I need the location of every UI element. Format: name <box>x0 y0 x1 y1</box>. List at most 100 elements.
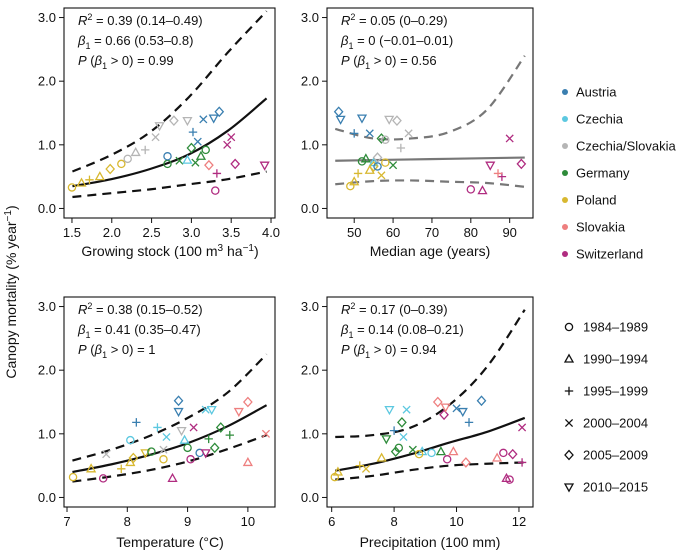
data-point <box>432 396 443 408</box>
y-tick-label: 3.0 <box>38 299 56 314</box>
data-point <box>408 445 417 454</box>
y-tick-label: 2.0 <box>301 363 319 378</box>
data-point <box>518 423 527 432</box>
data-point <box>394 443 404 453</box>
legend-period-label: 1984–1989 <box>583 320 648 335</box>
legend-swatch <box>562 170 568 176</box>
data-point <box>151 133 160 142</box>
legend-country-label: Austria <box>576 85 617 100</box>
data-point <box>499 448 508 458</box>
data-point <box>147 447 156 456</box>
fit-lines <box>72 10 268 199</box>
ci-lower-line <box>72 170 267 199</box>
y-tick-label: 2.0 <box>38 74 56 89</box>
data-point <box>123 154 132 164</box>
data-point <box>259 161 270 171</box>
ci-lower-line <box>72 434 267 483</box>
p-annotation: P (β1 > 0) = 1 <box>78 342 156 360</box>
legend-country-label: Czechia <box>576 112 624 127</box>
data-point <box>167 472 178 483</box>
data-point <box>360 153 371 163</box>
data-point <box>163 152 172 161</box>
data-point <box>516 158 527 170</box>
x-tick-label: 10 <box>241 514 255 529</box>
fit-line <box>72 97 268 188</box>
data-point <box>396 143 406 153</box>
data-point <box>223 140 232 149</box>
data-point <box>349 176 360 186</box>
panel-temperature: 7 8 9 10 0.0 1.0 2.0 3.0 Temperature (°C) R2 = 0.… <box>38 296 276 550</box>
y-tick-label: 2.0 <box>38 363 56 378</box>
r2-annotation: R2 = 0.38 (0.15–0.52) <box>78 301 203 317</box>
data-point <box>186 455 195 464</box>
ci-lower-line <box>335 179 525 188</box>
panel-median-age: 50 60 70 80 90 0.0 1.0 2.0 3.0 Median age (years)… <box>301 7 534 259</box>
x-axis-title: Growing stock (100 m3 ha−1) <box>81 243 258 259</box>
data-point <box>141 145 150 155</box>
y-tick-label: 1.0 <box>38 426 56 441</box>
data-point <box>335 115 346 125</box>
legend-marker-diamond <box>564 449 574 461</box>
data-point <box>98 474 108 483</box>
data-point <box>182 116 193 127</box>
data-point <box>173 407 184 418</box>
fit-lines <box>335 309 526 481</box>
ci-upper-line <box>72 353 268 462</box>
legend-marker-triangle-down <box>563 483 575 493</box>
data-point <box>397 416 407 428</box>
data-point <box>356 114 368 124</box>
data-point <box>464 418 474 427</box>
data-point <box>442 455 452 464</box>
x-tick-label: 9 <box>184 514 191 529</box>
x-tick-label: 90 <box>502 225 516 240</box>
y-tick-label: 1.0 <box>38 137 56 152</box>
x-tick-label: 8 <box>390 514 397 529</box>
data-point <box>517 458 527 467</box>
y-tick-label: 0.0 <box>301 201 319 216</box>
data-point <box>505 134 514 143</box>
data-point <box>361 464 371 473</box>
x-tick-label: 80 <box>464 225 478 240</box>
data-point <box>212 169 222 178</box>
legend-country-label: Germany <box>576 166 630 181</box>
ci-upper-line <box>334 55 526 141</box>
beta-annotation: β1 = 0.41 (0.35–0.47) <box>77 322 201 340</box>
data-points <box>67 106 270 195</box>
data-point <box>128 452 139 464</box>
data-point <box>381 135 390 144</box>
data-point <box>376 133 387 144</box>
data-point <box>102 450 111 459</box>
data-point <box>476 395 487 407</box>
data-point <box>186 142 197 154</box>
data-point <box>466 185 476 194</box>
data-point <box>261 429 271 438</box>
y-tick-label: 3.0 <box>301 10 319 25</box>
data-point <box>372 152 383 163</box>
x-axis-title: Precipitation (100 mm) <box>360 534 501 550</box>
data-point <box>153 423 162 432</box>
data-point <box>117 159 126 169</box>
x-tick-label: 7 <box>63 514 70 529</box>
legend-marker-triangle-up <box>563 353 575 363</box>
data-point <box>175 156 184 165</box>
x-tick-label: 2.5 <box>143 225 161 240</box>
data-point <box>492 452 503 462</box>
plot-frame <box>326 7 534 219</box>
legend-swatch <box>562 251 568 257</box>
legend-period-label: 2005–2009 <box>583 448 648 463</box>
data-points <box>68 395 271 483</box>
x-tick-label: 12 <box>512 514 526 529</box>
data-point <box>233 407 244 418</box>
y-tick-label: 0.0 <box>38 201 56 216</box>
fit-line <box>335 416 526 472</box>
y-tick-label: 0.0 <box>38 490 56 505</box>
data-point <box>242 396 253 408</box>
data-point <box>193 137 202 146</box>
x-tick-label: 3.5 <box>222 225 240 240</box>
data-point <box>85 175 94 185</box>
plot-frame <box>63 296 276 508</box>
legend-country-label: Czechia/Slovakia <box>576 139 676 154</box>
data-point <box>346 181 355 191</box>
data-point <box>204 434 213 444</box>
y-tick-label: 1.0 <box>301 137 319 152</box>
